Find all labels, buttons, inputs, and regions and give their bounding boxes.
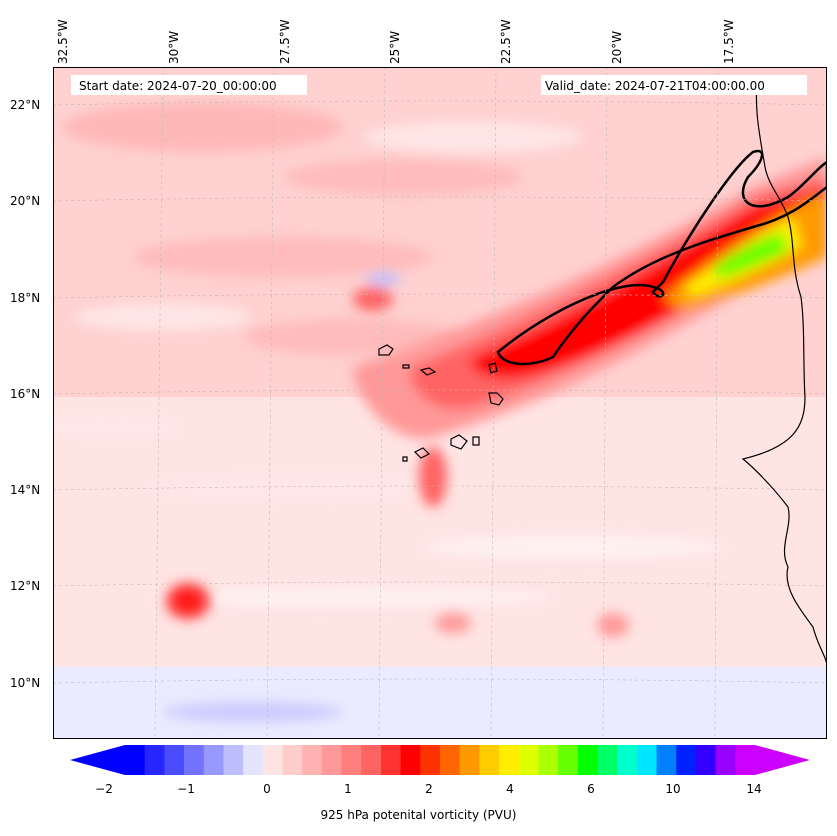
colorbar-swatch bbox=[735, 745, 756, 775]
colorbar-swatch bbox=[558, 745, 579, 775]
lon-label: 27.5°W bbox=[278, 19, 292, 64]
lon-label: 25°W bbox=[388, 30, 402, 64]
colorbar-swatch bbox=[302, 745, 323, 775]
lat-label: 22°N bbox=[10, 98, 41, 112]
colorbar-swatch bbox=[321, 745, 343, 775]
colorbar-swatches bbox=[125, 745, 756, 775]
lat-label: 14°N bbox=[10, 483, 41, 497]
graticule bbox=[53, 67, 827, 739]
colorbar-swatch bbox=[518, 745, 539, 775]
pv-contour bbox=[496, 149, 827, 366]
pv-map bbox=[53, 67, 827, 739]
field-texture bbox=[53, 102, 723, 722]
colorbar-swatch bbox=[420, 745, 441, 775]
africa-coastline bbox=[741, 76, 827, 668]
lon-label: 22.5°W bbox=[499, 19, 513, 64]
colorbar-swatch bbox=[636, 745, 658, 775]
colorbar-swatch bbox=[243, 745, 264, 775]
colorbar-swatch bbox=[144, 745, 165, 775]
colorbar-swatch bbox=[479, 745, 500, 775]
colorbar-swatch bbox=[440, 745, 461, 775]
lon-label: 32.5°W bbox=[56, 19, 70, 64]
colorbar-tick: 4 bbox=[506, 782, 514, 796]
lat-label: 20°N bbox=[10, 194, 41, 208]
colorbar-swatch bbox=[617, 745, 638, 775]
valid-date-box bbox=[541, 75, 807, 95]
valid-date-text: Valid_date: 2024-07-21T04:00:00.00 bbox=[545, 79, 765, 93]
colorbar-swatch bbox=[262, 745, 283, 775]
colorbar-swatch bbox=[341, 745, 362, 775]
colorbar-swatch bbox=[164, 745, 185, 775]
lat-label: 12°N bbox=[10, 579, 41, 593]
colorbar-swatch bbox=[203, 745, 224, 775]
lat-label: 18°N bbox=[10, 291, 41, 305]
lon-label: 30°W bbox=[167, 30, 181, 64]
lat-label: 10°N bbox=[10, 676, 41, 690]
colorbar-swatch bbox=[577, 745, 598, 775]
colorbar-min-arrow bbox=[70, 745, 125, 775]
lon-label: 20°W bbox=[610, 30, 624, 64]
start-date-text: Start date: 2024-07-20_00:00:00 bbox=[79, 79, 277, 93]
cape-verde-islands bbox=[378, 344, 504, 462]
colorbar-swatch bbox=[656, 745, 677, 775]
colorbar-tick: 2 bbox=[425, 782, 433, 796]
lat-label: 16°N bbox=[10, 387, 41, 401]
colorbar-swatch bbox=[597, 745, 618, 775]
colorbar-max-arrow bbox=[755, 745, 810, 775]
colorbar-swatch bbox=[695, 745, 717, 775]
southern-band bbox=[53, 667, 827, 739]
colorbar-swatch bbox=[459, 745, 480, 775]
colorbar-tick: 1 bbox=[344, 782, 352, 796]
colorbar-swatch bbox=[538, 745, 559, 775]
colorbar-swatch bbox=[361, 745, 382, 775]
colorbar-swatch bbox=[715, 745, 736, 775]
colorbar-tick: 0 bbox=[263, 782, 271, 796]
colorbar bbox=[70, 745, 810, 775]
colorbar-tick: 14 bbox=[746, 782, 762, 796]
colorbar-tick: −2 bbox=[95, 782, 113, 796]
colorbar-swatch bbox=[223, 745, 244, 775]
colorbar-tick: −1 bbox=[177, 782, 195, 796]
lon-label: 17.5°W bbox=[722, 19, 736, 64]
colorbar-swatch bbox=[676, 745, 697, 775]
colorbar-swatch bbox=[184, 745, 205, 775]
colorbar-swatch bbox=[499, 745, 520, 775]
colorbar-swatch bbox=[125, 745, 146, 775]
colorbar-swatch bbox=[400, 745, 421, 775]
colorbar-label: 925 hPa potenital vorticity (PVU) bbox=[320, 808, 517, 822]
colorbar-tick: 6 bbox=[587, 782, 595, 796]
colorbar-swatch bbox=[380, 745, 402, 775]
colorbar-tick: 10 bbox=[665, 782, 681, 796]
start-date-box bbox=[71, 75, 307, 95]
colorbar-swatch bbox=[282, 745, 303, 775]
